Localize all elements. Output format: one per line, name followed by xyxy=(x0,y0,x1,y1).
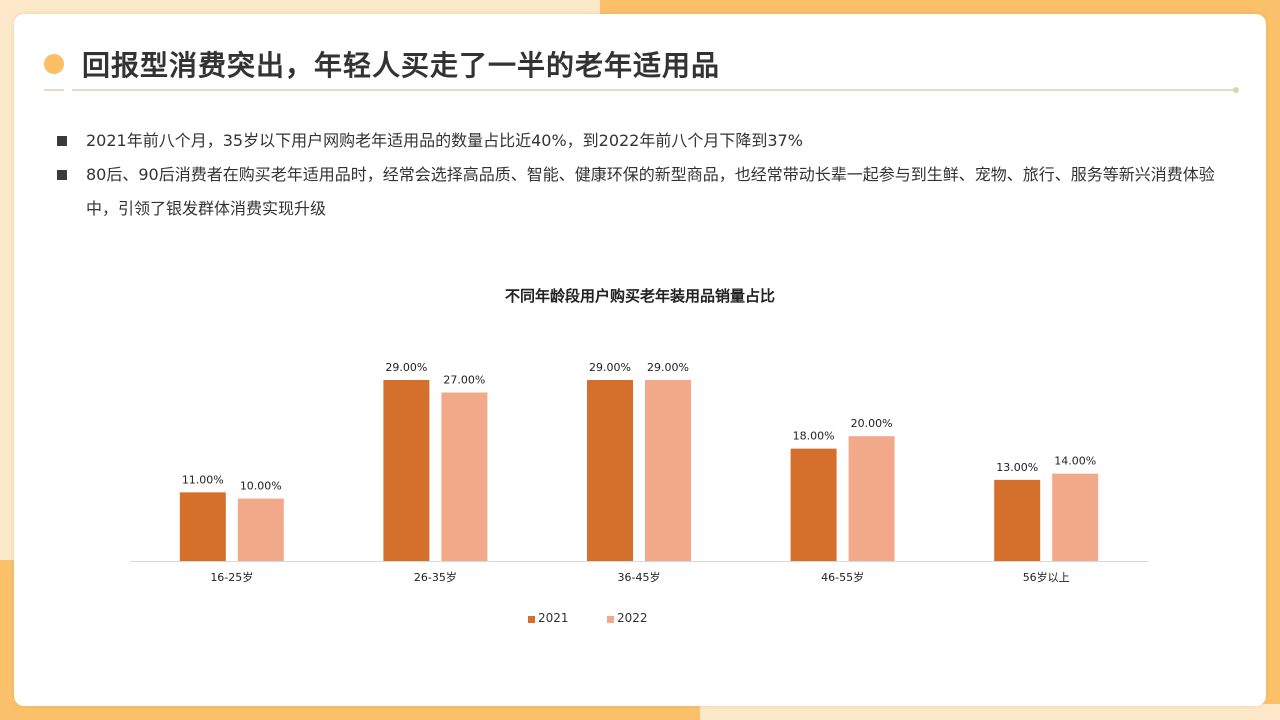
data-label: 11.00% xyxy=(182,473,224,486)
bar-2021-4 xyxy=(994,479,1041,561)
background-bottom-right xyxy=(700,704,1280,720)
title-bullet-icon xyxy=(44,54,64,74)
bar-2022-1 xyxy=(441,392,488,561)
data-label: 14.00% xyxy=(1054,455,1096,468)
bar-2022-0 xyxy=(237,498,284,561)
background-bottom-band xyxy=(0,704,700,720)
bar-2022-3 xyxy=(848,436,895,561)
bar-2021-2 xyxy=(587,380,633,561)
data-label: 13.00% xyxy=(996,461,1038,474)
data-label: 27.00% xyxy=(443,373,485,386)
chart-legend: 2021 2022 xyxy=(0,611,1280,627)
legend-swatch-2021 xyxy=(528,616,535,623)
bar-2021-1 xyxy=(383,380,430,561)
bullet-list: 2021年前八个月，35岁以下用户网购老年适用品的数量占比近40%，到2022年… xyxy=(54,124,1234,226)
data-label: 10.00% xyxy=(240,480,282,493)
page-title: 回报型消费突出，年轻人买走了一半的老年适用品 xyxy=(82,49,721,82)
title-divider-left xyxy=(44,89,64,91)
legend-label-2022: 2022 xyxy=(617,611,648,625)
bullet-text: 2021年前八个月，35岁以下用户网购老年适用品的数量占比近40%，到2022年… xyxy=(86,131,803,150)
x-tick-label: 36-45岁 xyxy=(618,570,661,584)
bullet-item: 80后、90后消费者在购买老年适用品时，经常会选择高品质、智能、健康环保的新型商… xyxy=(54,158,1234,226)
data-label: 18.00% xyxy=(793,430,835,443)
data-label: 20.00% xyxy=(851,417,893,430)
chart-title: 不同年龄段用户购买老年装用品销量占比 xyxy=(504,287,775,305)
square-bullet-icon xyxy=(57,170,67,180)
title-divider-end-dot xyxy=(1233,87,1239,93)
data-label: 29.00% xyxy=(385,361,427,374)
background-top-left xyxy=(0,0,600,14)
bullet-text: 80后、90后消费者在购买老年适用品时，经常会选择高品质、智能、健康环保的新型商… xyxy=(86,165,1215,218)
bar-2022-2 xyxy=(645,380,691,561)
data-label: 29.00% xyxy=(647,361,689,374)
title-divider xyxy=(72,89,1234,91)
x-tick-label: 26-35岁 xyxy=(414,570,457,584)
bar-2022-4 xyxy=(1052,473,1099,561)
slide-card xyxy=(14,14,1266,706)
legend-swatch-2022 xyxy=(607,616,614,623)
bullet-item: 2021年前八个月，35岁以下用户网购老年适用品的数量占比近40%，到2022年… xyxy=(54,124,1234,158)
bar-2021-0 xyxy=(179,492,226,561)
x-tick-label: 46-55岁 xyxy=(821,570,864,584)
x-tick-label: 56岁以上 xyxy=(1023,570,1070,584)
square-bullet-icon xyxy=(57,136,67,146)
data-label: 29.00% xyxy=(589,361,631,374)
legend-label-2021: 2021 xyxy=(538,611,569,625)
x-tick-label: 16-25岁 xyxy=(210,570,253,584)
bar-2021-3 xyxy=(790,448,837,561)
